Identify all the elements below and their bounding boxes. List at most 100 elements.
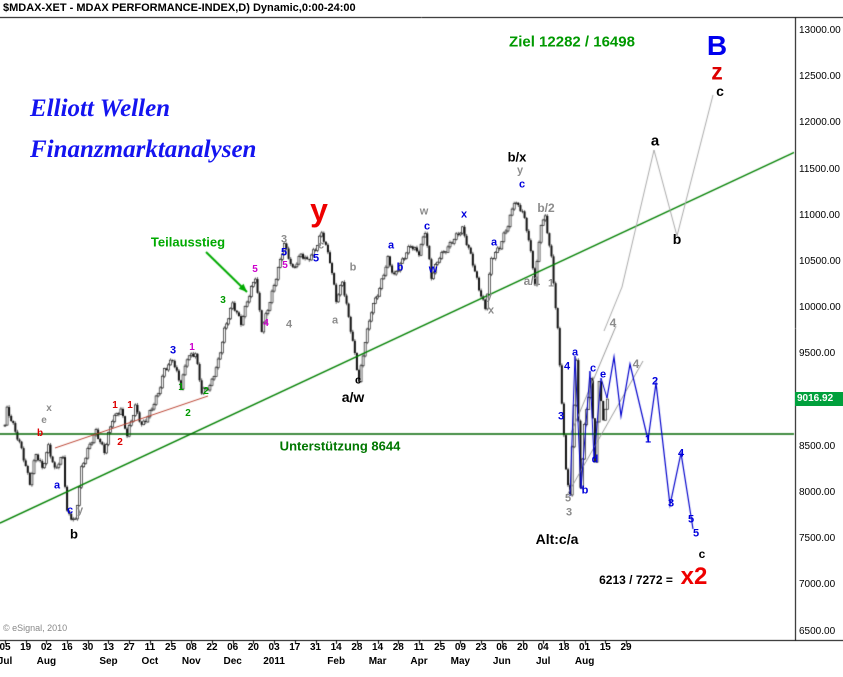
wave-label: 4 xyxy=(563,360,571,373)
watermark-line1: Elliott Wellen xyxy=(30,95,171,122)
wave-label: 5 xyxy=(692,527,700,540)
x-axis-day-tick: 04 xyxy=(537,642,549,653)
y-axis-tick: 13000.00 xyxy=(799,25,841,36)
y-axis-tick: 8500.00 xyxy=(799,440,836,452)
wave-label: a xyxy=(387,239,395,252)
y-axis-tick: 12500.00 xyxy=(799,71,841,83)
x-axis-day-tick: 09 xyxy=(454,642,466,653)
wave-label: 4 xyxy=(285,318,293,331)
wave-label: 1 xyxy=(178,382,184,393)
wave-label: 2 xyxy=(185,408,191,419)
wave-label: 2 xyxy=(651,375,659,388)
wave-label: c xyxy=(354,374,362,387)
fib-ratio-label: 6213 / 7272 = xyxy=(599,573,673,587)
copyright-label: © eSignal, 2010 xyxy=(3,623,68,633)
wave-b-proj-label: b xyxy=(672,231,682,247)
wave-c-label: c xyxy=(716,83,724,99)
wave-aw-label: a/w xyxy=(341,389,365,405)
wave-label: x xyxy=(460,208,468,221)
x-axis-day-tick: 13 xyxy=(102,642,115,653)
x-axis-day-tick: 28 xyxy=(351,642,363,653)
wave-a-proj-label: a xyxy=(650,132,660,150)
x-axis-month-tick: Sep xyxy=(99,656,118,667)
wave-label: a xyxy=(331,314,339,327)
wave-label: 1 xyxy=(547,277,555,290)
wave-label: 1 xyxy=(189,342,195,353)
x-axis-month-tick: Oct xyxy=(141,656,159,667)
x-axis-day-tick: 14 xyxy=(330,642,342,653)
x-axis-day-tick: 06 xyxy=(227,642,239,653)
wave-label: 1 xyxy=(127,400,133,411)
x-axis-day-tick: 01 xyxy=(579,642,591,653)
wave-label: 3 xyxy=(557,410,565,423)
support-label: Unterstützung 8644 xyxy=(279,438,401,454)
x-axis-day-tick: 15 xyxy=(599,642,611,653)
wave-label: c xyxy=(518,178,526,191)
wave-label: 4 xyxy=(677,447,685,460)
x-axis-month-tick: Dec xyxy=(223,656,242,667)
wave-label: w xyxy=(419,205,429,218)
y-axis-tick: 8000.00 xyxy=(799,487,836,498)
wave-label: 1 xyxy=(112,400,118,411)
x-axis-day-tick: 17 xyxy=(289,642,301,653)
wave-label: a/1 xyxy=(523,274,541,288)
wave-label: b xyxy=(349,261,357,274)
x-axis-day-tick: 05 xyxy=(0,642,11,653)
wave-bx-label: b/x xyxy=(507,149,527,165)
wave-label: c xyxy=(317,239,325,252)
wave-label: b xyxy=(581,484,589,497)
y-axis-tick: 9500.00 xyxy=(799,348,836,360)
chart-title: $MDAX-XET - MDAX PERFORMANCE-INDEX,D) Dy… xyxy=(3,2,356,14)
x-axis-day-tick: 11 xyxy=(413,642,425,653)
wave-label: 4 xyxy=(609,316,617,330)
wave-label: b xyxy=(396,261,404,274)
wave-label: d xyxy=(591,453,599,466)
y-axis-tick: 10500.00 xyxy=(799,256,841,267)
wave-label: 5 xyxy=(252,264,258,275)
x-axis-day-tick: 23 xyxy=(475,642,487,653)
x-axis-month-tick: Jul xyxy=(0,656,13,667)
wave-label: 3 xyxy=(565,506,573,519)
wave-label: b/2 xyxy=(537,201,555,215)
x-axis-month-tick: Aug xyxy=(36,656,57,667)
wave-label: y xyxy=(516,164,524,177)
wave-label: w xyxy=(428,263,438,276)
price-target-label: Ziel 12282 / 16498 xyxy=(509,33,635,51)
y-axis-tick: 6500.00 xyxy=(799,625,836,637)
wave-label: e xyxy=(599,368,607,381)
wave-label: y xyxy=(485,290,493,303)
wave-y-label: y xyxy=(310,192,328,228)
x-axis-day-tick: 18 xyxy=(558,642,570,653)
x-axis-day-tick: 06 xyxy=(496,642,508,653)
teilausstieg-label: Teilausstieg xyxy=(150,234,226,250)
wave-label: c xyxy=(66,504,74,517)
x-axis-day-tick: 27 xyxy=(123,642,135,653)
wave-label: c xyxy=(423,220,431,233)
x-axis-day-tick: 02 xyxy=(40,642,52,653)
x-axis-day-tick: 14 xyxy=(372,642,384,653)
wave-label: 4 xyxy=(632,357,640,371)
wave-label: 5 xyxy=(280,246,288,259)
wave-label: 3 xyxy=(220,295,226,306)
wave-label: 3 xyxy=(667,497,675,510)
x-axis-day-tick: 28 xyxy=(392,642,404,653)
wave-label: y xyxy=(76,504,84,517)
wave-label: x xyxy=(46,403,52,414)
x-axis-day-tick: 25 xyxy=(165,642,177,653)
x-axis-day-tick: 11 xyxy=(144,642,156,653)
wave-label: 5 xyxy=(312,252,320,265)
y-axis-tick: 11000.00 xyxy=(799,209,840,221)
y-axis-tick: 10000.00 xyxy=(799,302,841,314)
wave-B-label: B xyxy=(706,30,728,61)
wave-label: a xyxy=(490,236,498,249)
wave-label: 4 xyxy=(263,318,269,329)
x-axis-month-tick: Apr xyxy=(410,656,428,667)
wave-label: x xyxy=(487,304,495,317)
x-axis-day-tick: 29 xyxy=(620,642,632,653)
wave-label: 2 xyxy=(117,437,123,448)
wave-label: 1 xyxy=(644,433,652,446)
last-price-badge: 9016.92 xyxy=(795,392,843,407)
wave-label: 2 xyxy=(203,386,209,397)
x-axis-day-tick: 25 xyxy=(434,642,446,653)
